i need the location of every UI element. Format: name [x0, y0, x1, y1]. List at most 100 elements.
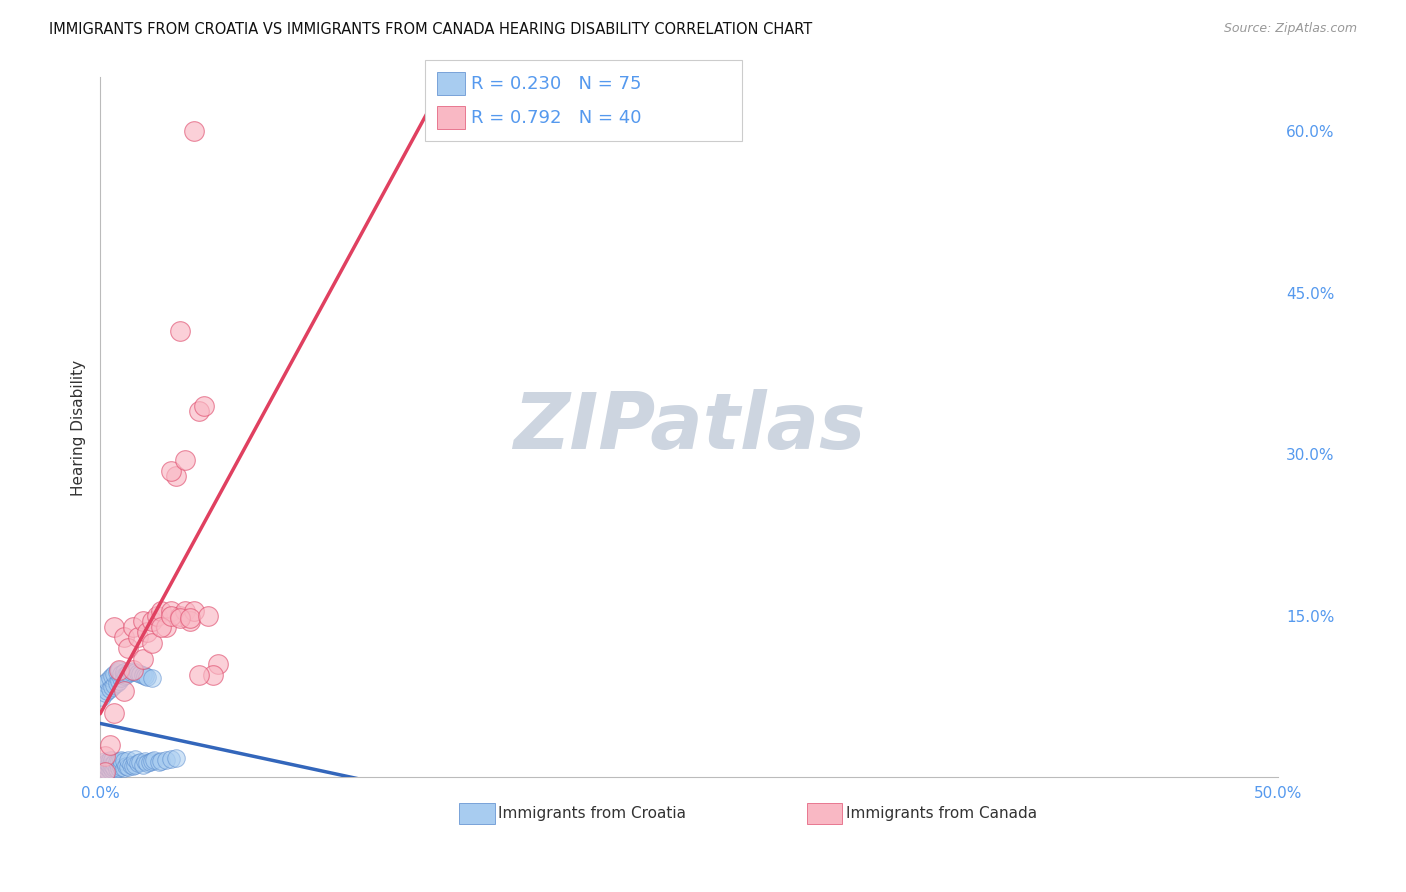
Point	[122, 663, 145, 677]
Point	[91, 690, 114, 704]
Point	[134, 754, 156, 768]
Point	[103, 667, 125, 681]
Point	[159, 752, 181, 766]
Point	[108, 663, 131, 677]
Point	[108, 673, 131, 688]
Point	[117, 753, 139, 767]
Point	[188, 668, 211, 682]
Point	[165, 469, 187, 483]
Point	[131, 668, 153, 682]
Text: Immigrants from Canada: Immigrants from Canada	[845, 806, 1036, 822]
Point	[127, 756, 149, 771]
Point	[101, 762, 124, 776]
Point	[96, 684, 118, 698]
Point	[91, 765, 114, 780]
Point	[103, 678, 125, 692]
Text: ZIPatlas: ZIPatlas	[513, 390, 865, 466]
Point	[141, 672, 163, 686]
Point	[94, 675, 117, 690]
Point	[207, 657, 229, 672]
Point	[145, 608, 167, 623]
Point	[131, 615, 153, 629]
Point	[91, 760, 114, 774]
Point	[117, 665, 139, 680]
Text: Immigrants from Croatia: Immigrants from Croatia	[498, 806, 686, 822]
Point	[112, 669, 135, 683]
Point	[94, 765, 117, 780]
Point	[98, 758, 121, 772]
Point	[115, 668, 138, 682]
Point	[141, 636, 163, 650]
Point	[136, 625, 159, 640]
Point	[124, 757, 146, 772]
Bar	[807, 804, 842, 824]
Point	[169, 611, 191, 625]
Point	[134, 669, 156, 683]
Point	[179, 611, 201, 625]
Point	[105, 762, 128, 776]
Text: IMMIGRANTS FROM CROATIA VS IMMIGRANTS FROM CANADA HEARING DISABILITY CORRELATION: IMMIGRANTS FROM CROATIA VS IMMIGRANTS FR…	[49, 22, 813, 37]
Point	[96, 760, 118, 774]
Point	[136, 670, 159, 684]
Point	[124, 665, 146, 679]
Point	[143, 753, 166, 767]
Point	[174, 603, 197, 617]
Point	[202, 668, 225, 682]
Point	[112, 684, 135, 698]
Point	[141, 754, 163, 768]
Point	[98, 763, 121, 777]
Point	[174, 452, 197, 467]
Point	[138, 756, 160, 770]
Point	[94, 754, 117, 768]
Point	[131, 757, 153, 772]
Point	[110, 760, 132, 774]
Point	[112, 754, 135, 768]
Text: Source: ZipAtlas.com: Source: ZipAtlas.com	[1223, 22, 1357, 36]
Point	[96, 756, 118, 770]
Point	[122, 758, 145, 772]
Point	[183, 603, 205, 617]
Point	[120, 757, 142, 772]
Point	[98, 672, 121, 686]
Point	[101, 680, 124, 694]
Point	[129, 667, 152, 681]
Point	[94, 762, 117, 776]
Point	[148, 756, 170, 770]
Point	[112, 761, 135, 775]
Point	[103, 620, 125, 634]
Point	[110, 753, 132, 767]
Point	[101, 757, 124, 772]
Point	[159, 608, 181, 623]
Point	[117, 641, 139, 656]
Point	[98, 738, 121, 752]
Point	[108, 754, 131, 768]
Point	[101, 669, 124, 683]
Point	[197, 608, 219, 623]
Point	[94, 748, 117, 763]
Point	[101, 753, 124, 767]
Point	[131, 652, 153, 666]
Point	[94, 686, 117, 700]
Point	[188, 404, 211, 418]
Point	[112, 665, 135, 679]
Point	[112, 631, 135, 645]
Point	[159, 463, 181, 477]
Text: R = 0.230   N = 75: R = 0.230 N = 75	[471, 75, 641, 93]
Point	[179, 615, 201, 629]
Point	[105, 675, 128, 690]
Point	[129, 756, 152, 770]
Point	[115, 758, 138, 772]
Point	[120, 665, 142, 679]
Point	[150, 620, 173, 634]
Point	[183, 124, 205, 138]
Point	[169, 608, 191, 623]
Point	[127, 631, 149, 645]
Point	[150, 603, 173, 617]
Point	[122, 664, 145, 678]
Point	[98, 753, 121, 767]
Point	[150, 754, 173, 768]
Point	[136, 756, 159, 771]
Point	[96, 673, 118, 688]
Point	[108, 761, 131, 775]
Point	[155, 620, 177, 634]
